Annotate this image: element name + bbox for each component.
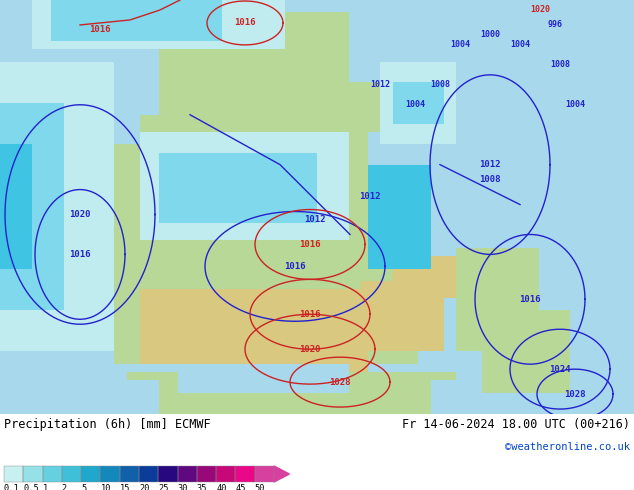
Bar	[235, 466, 255, 482]
Text: 45: 45	[235, 484, 246, 490]
Text: 2: 2	[62, 484, 67, 490]
Text: ©weatheronline.co.uk: ©weatheronline.co.uk	[505, 442, 630, 452]
Text: 1016: 1016	[69, 250, 91, 259]
Text: 5: 5	[81, 484, 86, 490]
Bar	[4, 466, 23, 482]
Text: 1004: 1004	[450, 40, 470, 49]
Bar	[23, 466, 42, 482]
Text: 1028: 1028	[329, 378, 351, 387]
Text: 996: 996	[548, 21, 562, 29]
Bar	[197, 466, 216, 482]
Text: 15: 15	[120, 484, 130, 490]
Text: 1008: 1008	[550, 60, 570, 70]
Bar	[62, 466, 81, 482]
Text: 20: 20	[139, 484, 150, 490]
Bar	[178, 466, 197, 482]
Bar	[120, 466, 139, 482]
Text: 1000: 1000	[480, 30, 500, 39]
Bar	[178, 466, 197, 482]
Text: 1012: 1012	[359, 192, 381, 201]
Bar	[197, 466, 216, 482]
Text: Fr 14-06-2024 18.00 UTC (00+216): Fr 14-06-2024 18.00 UTC (00+216)	[402, 418, 630, 431]
Bar	[255, 466, 274, 482]
Text: 35: 35	[197, 484, 207, 490]
Bar	[4, 466, 23, 482]
Bar	[120, 466, 139, 482]
Text: 1016: 1016	[284, 262, 306, 271]
Text: 1020: 1020	[299, 344, 321, 354]
Text: 1016: 1016	[519, 295, 541, 304]
Text: 1004: 1004	[510, 40, 530, 49]
Text: 1012: 1012	[304, 215, 326, 224]
Bar	[100, 466, 120, 482]
Text: 1016: 1016	[299, 240, 321, 249]
Text: 1004: 1004	[405, 100, 425, 109]
Bar	[62, 466, 81, 482]
Text: 1016: 1016	[299, 310, 321, 319]
Text: 1020: 1020	[69, 210, 91, 219]
Bar	[100, 466, 120, 482]
Bar	[81, 466, 100, 482]
Text: 1028: 1028	[564, 390, 586, 398]
Text: 1024: 1024	[549, 365, 571, 374]
Bar	[216, 466, 235, 482]
Text: 50: 50	[255, 484, 265, 490]
Text: 40: 40	[216, 484, 226, 490]
Bar	[255, 466, 274, 482]
Text: 1004: 1004	[565, 100, 585, 109]
Bar	[235, 466, 255, 482]
Text: 25: 25	[158, 484, 169, 490]
Text: 10: 10	[100, 484, 111, 490]
Text: 1020: 1020	[530, 5, 550, 15]
Text: 1016: 1016	[234, 19, 256, 27]
Bar	[42, 466, 62, 482]
Bar	[158, 466, 178, 482]
Bar	[23, 466, 42, 482]
Text: 1008: 1008	[430, 80, 450, 89]
Bar	[216, 466, 235, 482]
Bar	[158, 466, 178, 482]
Text: 0.1: 0.1	[4, 484, 20, 490]
Bar	[81, 466, 100, 482]
Text: Precipitation (6h) [mm] ECMWF: Precipitation (6h) [mm] ECMWF	[4, 418, 210, 431]
Text: 30: 30	[178, 484, 188, 490]
Text: 1: 1	[42, 484, 48, 490]
Text: 1012: 1012	[479, 160, 501, 169]
Polygon shape	[274, 466, 290, 482]
Text: 1012: 1012	[370, 80, 390, 89]
Text: 1008: 1008	[479, 175, 501, 184]
Bar	[42, 466, 62, 482]
Bar	[139, 466, 158, 482]
Text: 1016: 1016	[89, 25, 111, 34]
Text: 0.5: 0.5	[23, 484, 39, 490]
Bar	[139, 466, 158, 482]
